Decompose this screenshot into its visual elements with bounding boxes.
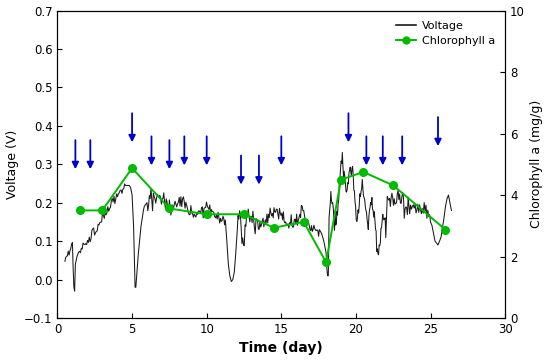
Chlorophyll a [442, 227, 449, 232]
Chlorophyll a [166, 206, 173, 211]
Chlorophyll a [204, 212, 210, 217]
Voltage [448, 208, 455, 213]
Chlorophyll a [338, 178, 344, 182]
Chlorophyll a [76, 208, 83, 213]
Voltage [61, 259, 68, 264]
Voltage [378, 226, 384, 230]
Y-axis label: Chlorophyll a (mg/g): Chlorophyll a (mg/g) [530, 100, 544, 229]
Y-axis label: Voltage (V): Voltage (V) [5, 130, 19, 199]
Chlorophyll a [240, 212, 247, 217]
X-axis label: Time (day): Time (day) [239, 342, 323, 356]
Chlorophyll a [129, 166, 136, 170]
Chlorophyll a [390, 183, 396, 188]
Voltage [367, 200, 374, 205]
Chlorophyll a [271, 226, 277, 230]
Chlorophyll a [99, 208, 105, 213]
Line: Voltage: Voltage [65, 152, 451, 291]
Voltage [277, 211, 283, 215]
Voltage [374, 252, 381, 256]
Voltage [339, 150, 346, 155]
Chlorophyll a [360, 170, 367, 174]
Line: Chlorophyll a: Chlorophyll a [76, 164, 449, 266]
Voltage [69, 240, 76, 245]
Voltage [196, 209, 203, 213]
Chlorophyll a [323, 260, 329, 265]
Chlorophyll a [300, 220, 307, 224]
Voltage [71, 289, 78, 293]
Legend: Voltage, Chlorophyll a: Voltage, Chlorophyll a [392, 16, 500, 51]
